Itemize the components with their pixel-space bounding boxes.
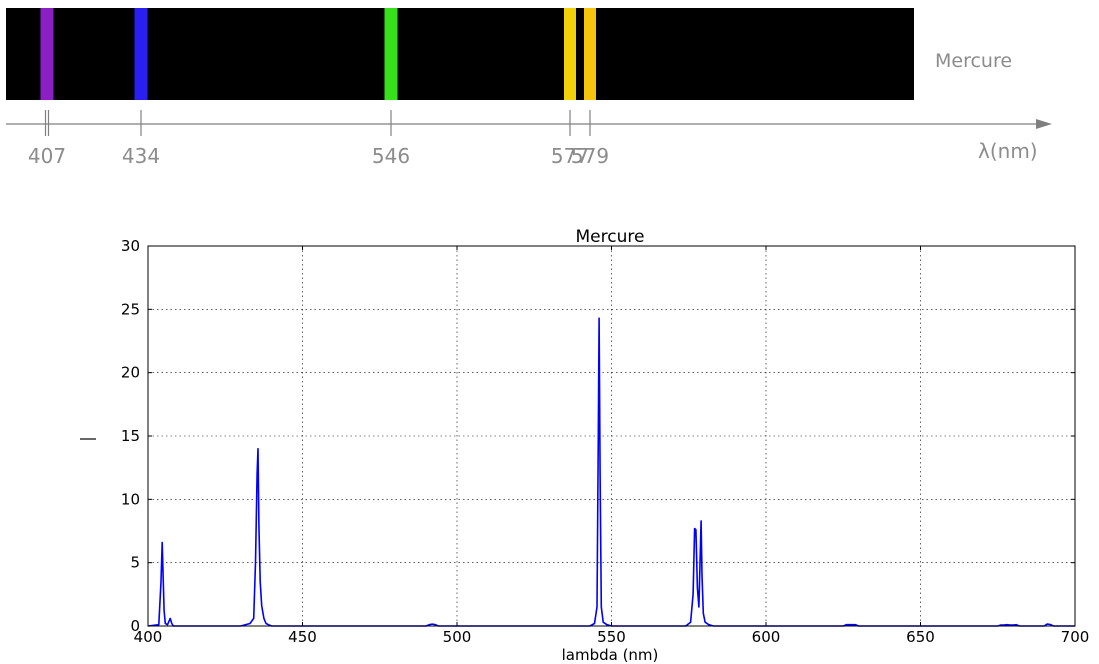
x-tick-label: 400 — [134, 628, 163, 646]
spectral-line-577 — [564, 8, 576, 100]
x-tick-label: 650 — [906, 628, 935, 646]
wavelength-tick-label: 407 — [28, 144, 66, 168]
spectrum-element-label: Mercure — [935, 50, 1012, 72]
wavelength-tick-label: 434 — [122, 144, 160, 168]
x-tick-label: 500 — [443, 628, 472, 646]
y-tick-label: 10 — [121, 490, 140, 508]
wavelength-tick-label: 579 — [571, 144, 609, 168]
wavelength-axis-label: λ(nm) — [978, 139, 1038, 163]
spectral-line-407 — [40, 8, 54, 100]
x-tick-label: 600 — [752, 628, 781, 646]
y-tick-label: 30 — [121, 237, 140, 255]
spectral-line-434 — [134, 8, 148, 100]
x-tick-label: 450 — [288, 628, 317, 646]
spectral-line-546 — [384, 8, 398, 100]
y-tick-label: 20 — [121, 364, 140, 382]
wavelength-tick-label: 546 — [372, 144, 410, 168]
y-tick-label: 5 — [130, 554, 140, 572]
spectral-line-579 — [584, 8, 596, 100]
y-tick-label: 25 — [121, 300, 140, 318]
wavelength-axis-arrow — [1036, 119, 1052, 129]
plot-title: Mercure — [576, 227, 645, 247]
y-tick-label: 15 — [121, 427, 140, 445]
spectrum-band — [6, 8, 914, 100]
x-tick-label: 550 — [597, 628, 626, 646]
x-tick-label: 700 — [1061, 628, 1090, 646]
wavelength-tick-label: 577 — [551, 144, 589, 168]
y-tick-label: 0 — [130, 617, 140, 635]
x-axis-label: lambda (nm) — [562, 646, 659, 664]
